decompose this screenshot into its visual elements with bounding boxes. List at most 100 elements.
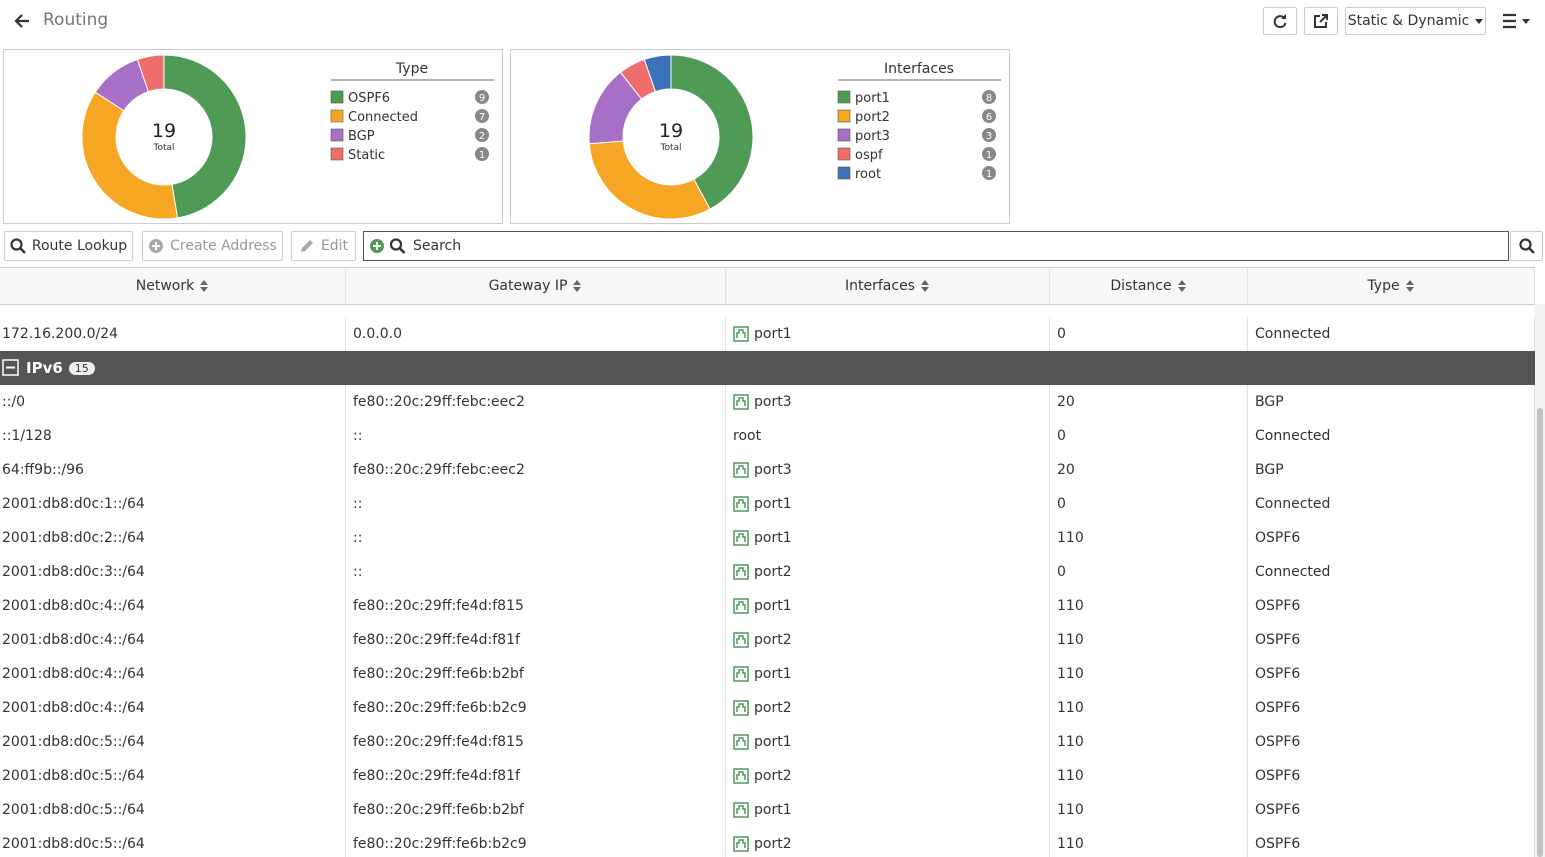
menu-button[interactable] <box>1502 13 1532 29</box>
routing-table: Network Gateway IP Interfaces Distance Type 1… <box>0 267 1535 857</box>
cell-text: 110 <box>1057 734 1084 750</box>
table-row[interactable]: ::1/128:: root 0 Connected <box>0 419 1535 454</box>
table-cell: fe80::20c:29ff:fe4d:f81f <box>346 759 726 793</box>
table-cell: OSPF6 <box>1248 623 1535 657</box>
route-lookup-button[interactable]: Route Lookup <box>4 231 133 261</box>
back-button[interactable] <box>14 12 32 30</box>
sort-icon[interactable] <box>572 279 582 293</box>
column-title: Gateway IP <box>488 278 568 294</box>
button-label: Edit <box>320 238 349 254</box>
table-cell: 110 <box>1050 589 1248 623</box>
table-header: Network Gateway IP Interfaces Distance Type <box>0 268 1535 305</box>
cell-text: ::/0 <box>2 394 26 410</box>
cell-text: :: <box>353 496 363 512</box>
cell-text: root <box>733 428 762 444</box>
table-cell: 2001:db8:d0c:4::/64 <box>0 657 346 691</box>
page-title: Routing <box>43 10 109 30</box>
cell-text: Connected <box>1255 496 1331 512</box>
cell-text: fe80::20c:29ff:fe4d:f815 <box>353 598 524 614</box>
table-cell: port1 <box>726 657 1050 691</box>
table-cell: OSPF6 <box>1248 657 1535 691</box>
table-cell: port2 <box>726 623 1050 657</box>
table-cell: 0 <box>1050 487 1248 521</box>
table-row[interactable]: 2001:db8:d0c:4::/64 fe80::20c:29ff:fe6b:b… <box>0 691 1535 726</box>
create-address-button[interactable]: Create Address <box>142 231 283 261</box>
cell-text: fe80::20c:29ff:febc:eec2 <box>353 394 525 410</box>
table-row[interactable]: 2001:db8:d0c:2::/64:: port1 110 OSPF6 <box>0 521 1535 556</box>
table-row[interactable]: 2001:db8:d0c:1::/64:: port1 0 Connected <box>0 487 1535 522</box>
cell-text: 2001:db8:d0c:2::/64 <box>2 530 145 546</box>
table-cell: 2001:db8:d0c:5::/64 <box>0 725 346 759</box>
chart-card: port1 8 port2 6 port3 3 ospf 1 root 1 19 Total Inter… <box>510 49 1010 224</box>
table-cell: 110 <box>1050 521 1248 555</box>
column-header[interactable]: Network <box>0 268 346 304</box>
cell-text: port1 <box>754 496 792 512</box>
legend-label: root <box>855 167 881 182</box>
sort-icon[interactable] <box>199 279 209 293</box>
legend-swatch <box>837 147 851 161</box>
cell-text: :: <box>353 530 363 546</box>
table-row[interactable]: ::/0 fe80::20c:29ff:febc:eec2 port3 20 BGP <box>0 385 1535 420</box>
search-button[interactable] <box>1510 231 1543 261</box>
legend-swatch <box>330 90 344 104</box>
cell-text: 110 <box>1057 768 1084 784</box>
table-cell: root <box>726 419 1050 453</box>
table-row[interactable]: 2001:db8:d0c:5::/64 fe80::20c:29ff:fe4d:f… <box>0 725 1535 760</box>
cell-text: fe80::20c:29ff:febc:eec2 <box>353 462 525 478</box>
table-row[interactable]: 2001:db8:d0c:4::/64 fe80::20c:29ff:fe4d:f… <box>0 623 1535 658</box>
scrollbar[interactable] <box>1535 304 1545 857</box>
filter-dropdown[interactable]: Static & Dynamic <box>1345 7 1486 35</box>
table-row[interactable]: 172.16.200.0/24 0.0.0.0 port1 0 Connected <box>0 317 1535 352</box>
table-row[interactable]: 2001:db8:d0c:5::/64 fe80::20c:29ff:fe6b:b… <box>0 827 1535 857</box>
column-header[interactable]: Type <box>1248 268 1535 304</box>
cell-text: OSPF6 <box>1255 734 1301 750</box>
external-button[interactable] <box>1304 7 1338 35</box>
table-row[interactable]: 2001:db8:d0c:4::/64 fe80::20c:29ff:fe4d:f… <box>0 589 1535 624</box>
collapse-icon[interactable] <box>2 359 20 377</box>
table-cell: port1 <box>726 317 1050 351</box>
table-row[interactable]: 2001:db8:d0c:5::/64 fe80::20c:29ff:fe4d:f… <box>0 759 1535 794</box>
legend-count: 1 <box>986 150 992 161</box>
table-row[interactable]: 2001:db8:d0c:3::/64:: port2 0 Connected <box>0 555 1535 590</box>
cell-text: OSPF6 <box>1255 802 1301 818</box>
cell-text: 110 <box>1057 530 1084 546</box>
table-cell: ::1/128 <box>0 419 346 453</box>
table-cell: BGP <box>1248 453 1535 487</box>
table-cell: fe80::20c:29ff:fe4d:f81f <box>346 623 726 657</box>
table-cell: Connected <box>1248 555 1535 589</box>
interface-icon <box>733 462 749 478</box>
group-row[interactable]: IPv6 15 <box>0 351 1535 386</box>
table-row[interactable]: 2001:db8:d0c:4::/64 fe80::20c:29ff:fe6b:b… <box>0 657 1535 692</box>
table-cell: fe80::20c:29ff:fe4d:f815 <box>346 589 726 623</box>
cell-text: OSPF6 <box>1255 700 1301 716</box>
interface-icon <box>733 700 749 716</box>
table-cell: :: <box>346 487 726 521</box>
donut-segment <box>81 91 179 220</box>
sort-icon[interactable] <box>1177 279 1187 293</box>
search-box[interactable]: Search <box>363 231 1509 261</box>
edit-button[interactable]: Edit <box>291 231 356 261</box>
table-row[interactable]: 64:ff9b::/96 fe80::20c:29ff:febc:eec2 port… <box>0 453 1535 488</box>
sort-icon[interactable] <box>1405 279 1415 293</box>
cell-text: 2001:db8:d0c:4::/64 <box>2 700 145 716</box>
sort-icon[interactable] <box>920 279 930 293</box>
cell-text: port2 <box>754 700 792 716</box>
column-header[interactable]: Interfaces <box>726 268 1050 304</box>
donut-segment <box>588 140 711 220</box>
interface-icon <box>733 530 749 546</box>
refresh-button[interactable] <box>1263 7 1297 35</box>
table-cell: 0 <box>1050 419 1248 453</box>
cell-text: 2001:db8:d0c:1::/64 <box>2 496 145 512</box>
interface-icon <box>733 326 749 342</box>
column-header[interactable]: Gateway IP <box>346 268 726 304</box>
cell-text: 2001:db8:d0c:5::/64 <box>2 734 145 750</box>
table-cell: fe80::20c:29ff:fe6b:b2c9 <box>346 691 726 725</box>
table-row[interactable]: 2001:db8:d0c:5::/64 fe80::20c:29ff:fe6b:b… <box>0 793 1535 828</box>
table-cell: fe80::20c:29ff:febc:eec2 <box>346 453 726 487</box>
legend-swatch <box>837 128 851 142</box>
table-cell: :: <box>346 419 726 453</box>
cell-text: BGP <box>1255 394 1284 410</box>
filter-label: Static & Dynamic <box>1347 13 1470 29</box>
column-header[interactable]: Distance <box>1050 268 1248 304</box>
cell-text: 2001:db8:d0c:4::/64 <box>2 598 145 614</box>
